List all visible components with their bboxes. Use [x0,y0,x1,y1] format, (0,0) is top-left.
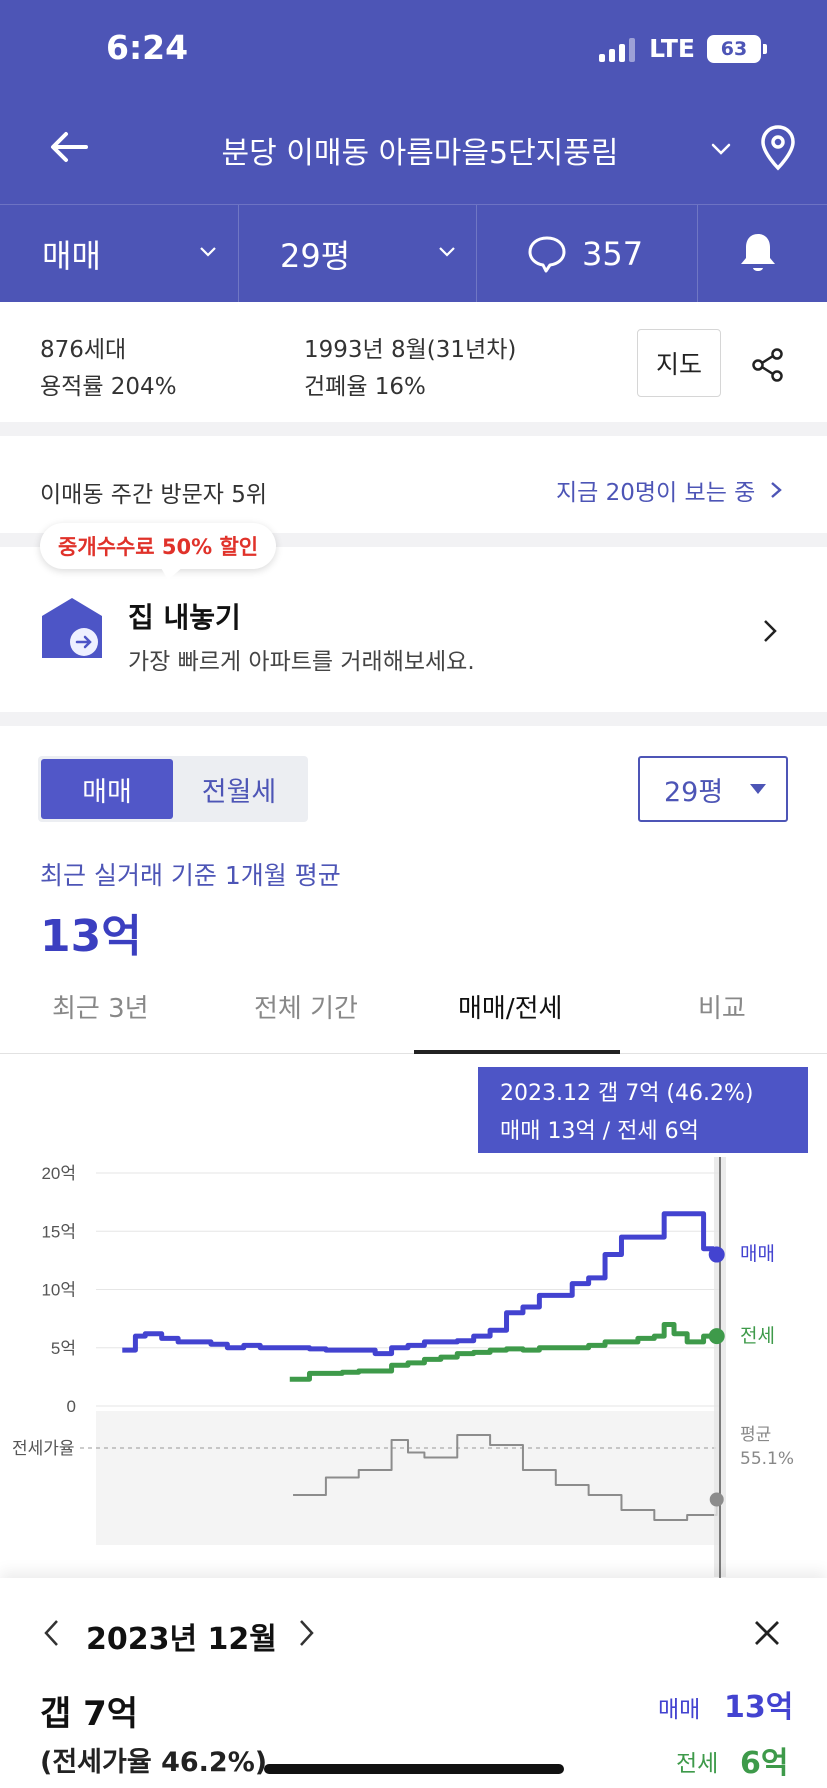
divider [0,422,827,436]
chevron-down-icon[interactable] [708,136,734,162]
map-button[interactable]: 지도 [637,329,721,397]
jeonse-series-end-dot [708,1328,725,1345]
home-indicator [264,1764,564,1774]
y-tick-label: 10억 [41,1281,76,1300]
divider [0,712,827,726]
jeonse-series-line [289,1321,717,1382]
tab-rent[interactable]: 전월세 [201,776,277,808]
next-month-icon[interactable] [298,1618,316,1648]
size-dropdown[interactable]: 29평 [638,756,788,822]
tab-sale-jeonse[interactable]: 매매/전세 [458,994,563,1024]
promo-title: 집 내놓기 [128,601,241,634]
sale-series-end-dot [708,1246,725,1263]
chevron-down-icon [200,247,216,257]
jeonse-ratio: (전세가율 46.2%) [40,1747,268,1778]
ratio-series-end-dot [709,1492,724,1507]
comments-count: 357 [582,234,644,273]
sale-series-line [122,1211,720,1357]
house-icon [42,598,102,658]
share-icon[interactable] [750,347,786,383]
status-time: 6:24 [106,28,189,67]
y-tick-label: 20억 [41,1164,76,1183]
active-tab-indicator [414,1050,620,1054]
detail-jeonse-label: 전세 [676,1751,719,1777]
floor-area-ratio: 용적률 204% [40,374,177,400]
chart-tooltip: 2023.12 갭 7억 (46.2%) 매매 13억 / 전세 6억 [478,1067,808,1153]
detail-panel: 2023년 12월 갭 7억 (전세가율 46.2%) 매매 13억 전세 6억 [0,1578,827,1788]
coverage-ratio: 건폐율 16% [304,374,426,400]
battery-icon: 63 [707,34,767,63]
signal-icon [599,36,636,62]
badge-tail [160,566,184,580]
page-title[interactable]: 분당 이매동 아름마을5단지풍림 [221,136,619,171]
tooltip-line2: 매매 13억 / 전세 6억 [500,1119,699,1144]
sale-series-label: 매매 [740,1243,775,1265]
promo-badge: 중개수수료 50% 할인 [40,523,277,569]
avg-label: 평균 [740,1425,771,1445]
caret-down-icon [750,784,767,794]
size-selector[interactable]: 29평 [280,205,470,302]
back-arrow-icon[interactable] [46,124,92,170]
ratio-series-line [293,1434,718,1521]
watching-link[interactable]: 지금 20명이 보는 중 [556,473,783,507]
close-icon[interactable] [752,1618,782,1648]
battery-level: 63 [707,34,761,63]
detail-sale-value: 13억 [724,1690,794,1725]
chevron-down-icon [439,247,455,257]
ratio-axis-label: 전세가율 [12,1439,75,1458]
app-header: 6:24 LTE 63 분당 이매동 아름마을5단지풍림 매매 [0,0,827,302]
prev-month-icon[interactable] [42,1618,60,1648]
y-tick-label: 15억 [41,1222,76,1241]
bell-icon[interactable] [736,230,780,276]
tab-recent-3y[interactable]: 최근 3년 [52,994,149,1024]
speech-bubble-icon [528,236,566,272]
chevron-right-icon [764,620,777,642]
average-price: 13억 [40,911,142,962]
tab-compare[interactable]: 비교 [698,994,746,1024]
trade-type-label: 매매 [42,236,101,275]
watching-text: 지금 20명이 보는 중 [556,480,756,506]
gap-value: 갭 7억 [40,1694,139,1734]
location-pin-icon[interactable] [758,124,798,172]
detail-sale-label: 매매 [658,1697,701,1723]
avg-value: 55.1% [740,1449,794,1469]
network-type: LTE [649,34,695,63]
size-dropdown-label: 29평 [664,776,724,808]
comments-button[interactable]: 357 [526,205,706,302]
chevron-right-icon [771,482,783,498]
households: 876세대 [40,337,127,363]
promo-subtitle: 가장 빠르게 아파트를 거래해보세요. [128,649,475,675]
size-label: 29평 [280,236,351,275]
trade-type-selector[interactable]: 매매 [42,205,232,302]
tab-all-period[interactable]: 전체 기간 [254,994,358,1024]
tab-sale[interactable]: 매매 [41,759,173,819]
detail-month: 2023년 12월 [86,1622,277,1657]
jeonse-series-label: 전세 [740,1325,775,1347]
built-date: 1993년 8월(31년차) [304,337,517,363]
list-house-banner[interactable]: 집 내놓기 가장 빠르게 아파트를 거래해보세요. [0,580,827,710]
detail-jeonse-value: 6억 [740,1746,789,1781]
visitor-rank: 이매동 주간 방문자 5위 [40,482,268,508]
tooltip-line1: 2023.12 갭 7억 (46.2%) [500,1081,754,1106]
status-indicators: LTE 63 [599,34,767,63]
y-tick-label: 0 [67,1397,76,1416]
y-tick-label: 5억 [51,1339,76,1358]
price-caption: 최근 실거래 기준 1개월 평균 [40,861,341,890]
tabs-baseline [0,1053,827,1054]
